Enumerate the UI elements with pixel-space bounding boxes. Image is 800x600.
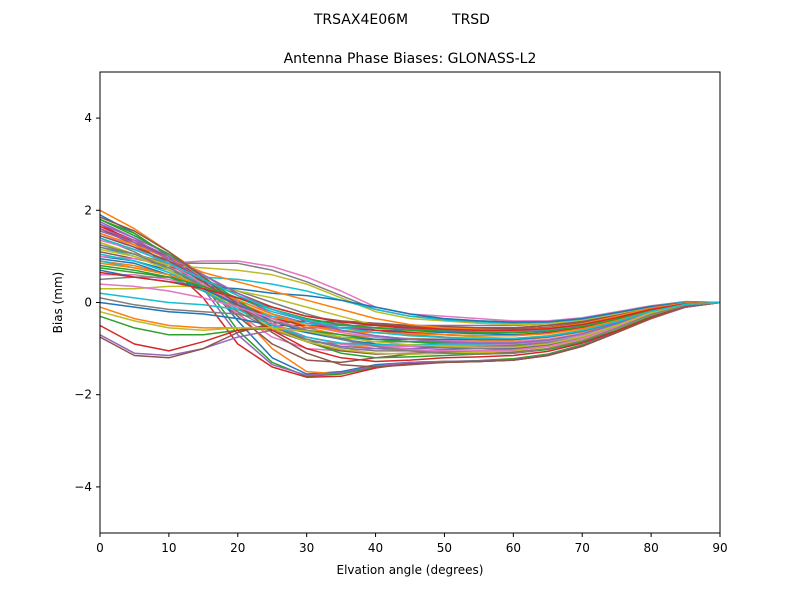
y-axis-ticks: −4 −2 0 2 4 [74,111,100,494]
series-line-44 [99,271,721,331]
series-line-49 [99,301,721,348]
series-line-50 [99,237,721,340]
x-tick-label: 10 [161,541,176,555]
plot-lines [99,209,721,378]
y-tick-label: 0 [84,296,92,310]
series-line-48 [99,297,721,355]
y-axis-label: Bias (mm) [51,272,65,334]
series-line-29 [99,241,721,326]
series-line-43 [99,267,721,334]
series-line-46 [99,216,721,368]
x-tick-label: 80 [643,541,658,555]
chart-title: Antenna Phase Biases: GLONASS-L2 [284,51,537,67]
suptitle-antenna: TRSAX4E06M [313,12,408,28]
y-tick-label: −2 [74,388,92,402]
x-tick-label: 30 [299,541,314,555]
x-axis-label: Elvation angle (degrees) [337,563,484,577]
x-tick-label: 60 [506,541,521,555]
series-line-47 [99,283,721,352]
x-tick-label: 70 [575,541,590,555]
x-tick-label: 40 [368,541,383,555]
suptitle-radome: TRSD [451,12,490,28]
series-line-45 [99,227,721,344]
y-tick-label: −4 [74,480,92,494]
x-tick-label: 0 [96,541,104,555]
x-tick-label: 50 [437,541,452,555]
y-tick-label: 2 [84,203,92,217]
x-tick-label: 90 [712,541,727,555]
y-tick-label: 4 [84,111,92,125]
x-tick-label: 20 [230,541,245,555]
x-axis-ticks: 0 10 20 30 40 50 60 70 80 90 [96,533,728,555]
series-line-32 [99,232,721,331]
